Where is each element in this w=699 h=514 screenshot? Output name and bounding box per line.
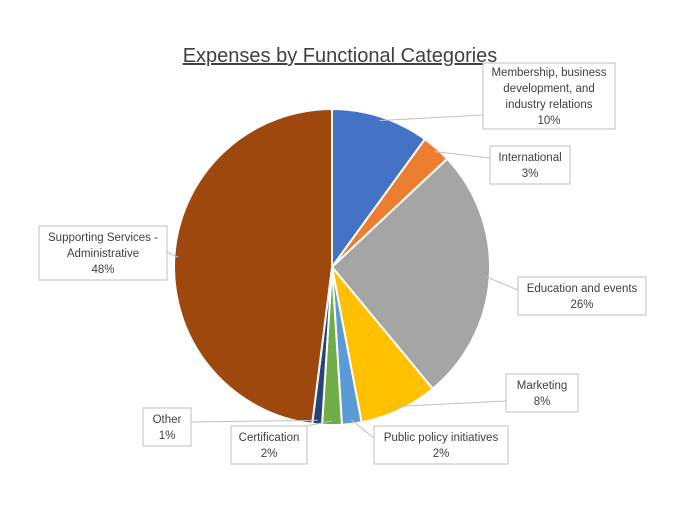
- leader-line-2: [433, 150, 491, 159]
- category-label: Supporting Services -: [48, 232, 158, 244]
- leader-line-5: [350, 419, 375, 439]
- value-label: 2%: [261, 448, 278, 460]
- value-label: 48%: [91, 264, 114, 276]
- category-label: development, and: [503, 83, 594, 95]
- label-box: [489, 145, 571, 185]
- category-label: Certification: [239, 432, 300, 444]
- value-label: 1%: [159, 430, 176, 442]
- category-label: Marketing: [517, 380, 568, 392]
- label-box: [517, 276, 647, 316]
- leader-line-8: [166, 251, 179, 258]
- data-labels: Membership, business development, and indu…: [38, 62, 647, 465]
- leader-lines: [166, 114, 519, 439]
- data-label-5: Public policy initiatives 2%: [373, 425, 509, 465]
- data-label-1: Membership, business development, and indu…: [482, 62, 616, 130]
- data-label-7: Other 1%: [142, 407, 192, 447]
- data-label-2: International 3%: [489, 145, 571, 185]
- pie-slice-3: [330, 157, 491, 391]
- value-label: 3%: [522, 168, 539, 180]
- chart-title: Expenses by Functional Categories: [183, 45, 498, 67]
- data-label-8: Supporting Services - Administrative 48%: [38, 225, 168, 281]
- leader-line-1: [379, 114, 484, 122]
- value-label: 10%: [537, 115, 560, 127]
- label-box: [142, 407, 192, 447]
- data-label-6: Certification 2%: [230, 425, 308, 465]
- label-box: [230, 425, 308, 465]
- value-label: 2%: [433, 448, 450, 460]
- data-label-4: Marketing 8%: [505, 373, 579, 413]
- category-label: International: [498, 152, 561, 164]
- leader-line-3: [485, 276, 519, 291]
- leader-line-4: [397, 400, 507, 407]
- leader-line-7: [190, 419, 318, 423]
- label-box: [505, 373, 579, 413]
- category-label: Membership, business: [491, 67, 606, 79]
- value-label: 8%: [534, 396, 551, 408]
- label-box: [38, 225, 168, 281]
- category-label: Administrative: [67, 248, 139, 260]
- category-label: Education and events: [527, 283, 638, 295]
- label-box: [482, 62, 616, 130]
- pie-slice-8: [173, 107, 333, 425]
- pie-slice-1: [331, 107, 427, 271]
- value-label: 26%: [570, 299, 593, 311]
- leader-line-6: [305, 420, 333, 427]
- data-label-3: Education and events 26%: [517, 276, 647, 316]
- category-label: Public policy initiatives: [384, 432, 499, 444]
- label-box: [373, 425, 509, 465]
- category-label: industry relations: [506, 99, 593, 111]
- category-label: Other: [153, 414, 182, 426]
- pie-slices: [173, 107, 491, 426]
